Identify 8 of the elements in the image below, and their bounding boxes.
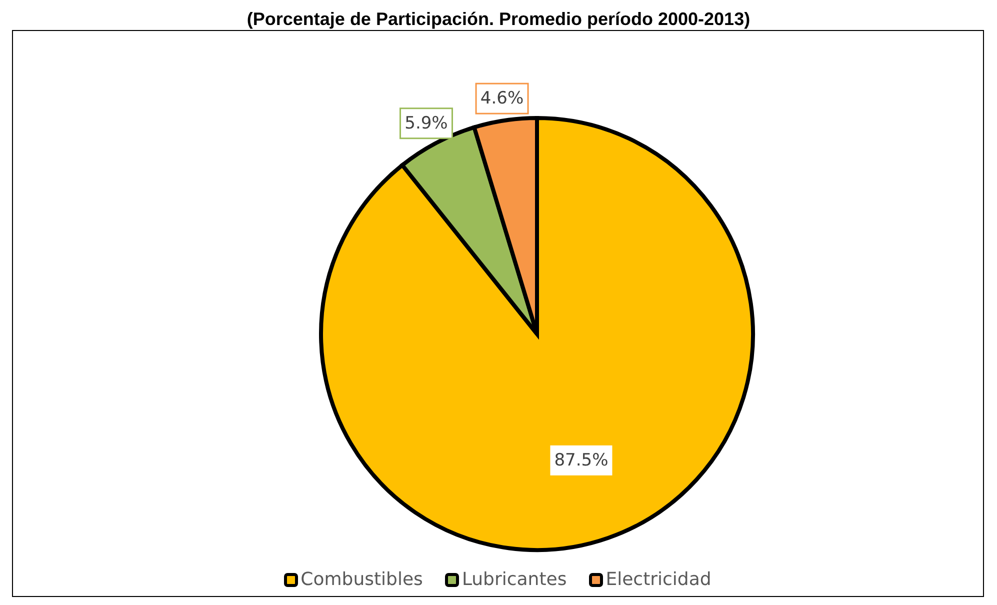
data-label: 87.5% (554, 450, 608, 470)
legend-label: Lubricantes (462, 569, 567, 590)
chart-title: (Porcentaje de Participación. Promedio período 2000-2013) (246, 8, 752, 30)
legend-label: Electricidad (606, 569, 712, 590)
data-label: 4.6% (480, 88, 524, 109)
legend-label: Combustibles (300, 569, 423, 590)
data-label: 5.9% (404, 113, 448, 134)
pie-slice (319, 116, 755, 552)
